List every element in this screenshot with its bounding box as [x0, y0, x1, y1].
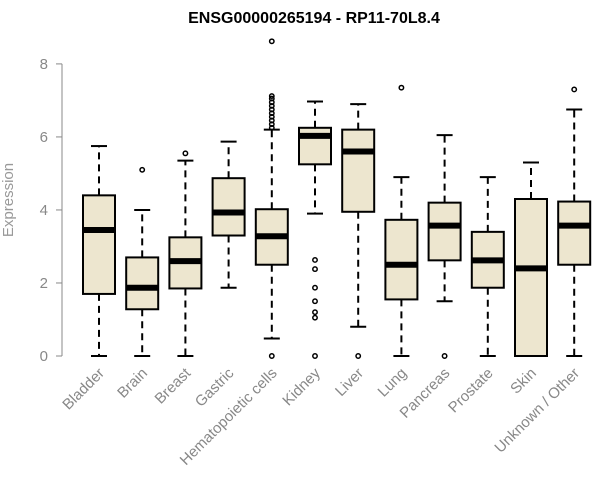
outlier-point [312, 266, 318, 273]
y-tick-label: 6 [40, 129, 48, 146]
outlier-point [268, 353, 275, 359]
outlier-point [312, 257, 318, 263]
iqr-box [125, 256, 160, 311]
box-prostate [470, 176, 505, 357]
x-tick-label: Brain [114, 365, 151, 402]
x-tick-label: Bladder [59, 365, 108, 414]
x-tick-label: Prostate [445, 365, 497, 417]
x-tick-label: Breast [152, 364, 195, 407]
outlier-point [268, 95, 275, 102]
outlier-point [571, 86, 578, 93]
x-tick-label: Liver [332, 365, 367, 400]
iqr-box [82, 194, 116, 295]
box-skin [514, 161, 548, 357]
outlier-point [139, 166, 146, 173]
box-bladder [82, 145, 116, 357]
x-tick-label: Lung [375, 365, 411, 401]
y-tick-label: 4 [40, 202, 48, 219]
box-brain [125, 166, 160, 357]
box-liver [341, 103, 376, 359]
box-breast [168, 150, 203, 357]
iqr-box [557, 200, 592, 266]
iqr-box [211, 177, 246, 237]
outlier-point [268, 38, 275, 45]
outlier-point [312, 353, 318, 359]
outlier-point [355, 353, 362, 359]
box-lung [384, 84, 419, 357]
y-tick-label: 0 [40, 348, 48, 365]
chart-title: ENSG00000265194 - RP11-70L8.4 [188, 10, 440, 27]
box-unknown-other [557, 86, 592, 357]
box-gastric [211, 140, 246, 289]
x-tick-label: Skin [507, 365, 540, 398]
outlier-point [441, 353, 448, 359]
iqr-box [384, 218, 419, 301]
y-tick-label: 8 [40, 56, 48, 73]
outlier-point [182, 150, 189, 157]
outlier-point [312, 309, 318, 316]
y-axis: 0 2 4 6 8 [40, 56, 63, 365]
box-pancreas [427, 134, 462, 359]
outlier-point [268, 93, 275, 99]
outlier-point [312, 314, 318, 321]
box-kidney [298, 100, 332, 359]
outlier-point [312, 284, 318, 291]
iqr-box [427, 201, 462, 262]
box-hematopoietic-cells [254, 38, 289, 359]
outlier-point [312, 298, 318, 305]
y-tick-label: 2 [40, 275, 48, 292]
iqr-box [341, 128, 376, 213]
outlier-point [398, 84, 405, 91]
x-tick-label: Kidney [279, 364, 324, 409]
y-axis-title: Expression [0, 163, 17, 237]
iqr-box [514, 198, 548, 357]
plot-area [82, 38, 592, 359]
